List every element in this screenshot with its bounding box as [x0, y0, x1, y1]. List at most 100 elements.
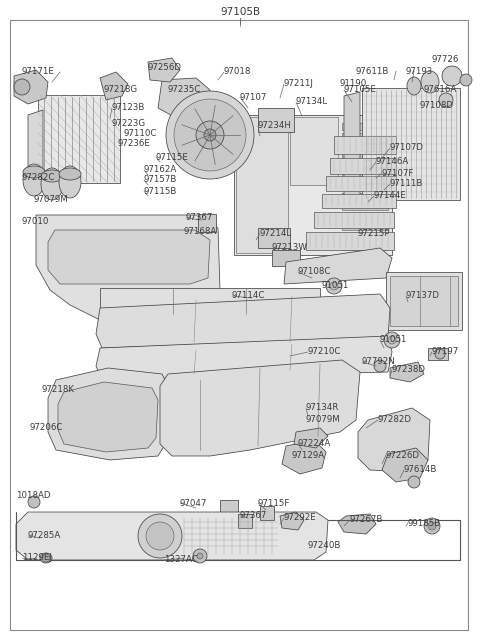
Polygon shape	[96, 336, 392, 380]
Bar	[342, 153, 388, 160]
Text: 97234H: 97234H	[258, 121, 292, 130]
Text: 97162A: 97162A	[144, 166, 177, 175]
Circle shape	[388, 336, 396, 344]
Circle shape	[196, 121, 224, 149]
Text: 97110C: 97110C	[124, 130, 157, 139]
Polygon shape	[36, 215, 220, 320]
Bar	[234, 115, 392, 255]
Bar	[330, 158, 396, 174]
Polygon shape	[294, 428, 328, 448]
Polygon shape	[28, 110, 43, 173]
Circle shape	[428, 522, 436, 530]
Text: 97107F: 97107F	[382, 168, 414, 177]
Text: 97018: 97018	[224, 67, 252, 76]
Ellipse shape	[407, 77, 421, 95]
Text: 97108D: 97108D	[420, 101, 454, 110]
Text: 97157B: 97157B	[144, 175, 178, 184]
Text: 97215P: 97215P	[358, 229, 391, 238]
Circle shape	[408, 476, 420, 488]
Text: 97218K: 97218K	[42, 385, 75, 394]
Bar	[314, 212, 394, 228]
Polygon shape	[158, 78, 210, 120]
Text: 97224A: 97224A	[298, 438, 331, 447]
Text: 1129EJ: 1129EJ	[22, 553, 52, 562]
Circle shape	[374, 360, 386, 372]
Circle shape	[42, 554, 50, 562]
Bar	[100, 288, 320, 314]
Bar	[198, 214, 216, 232]
Bar	[342, 163, 388, 170]
Text: 97115B: 97115B	[144, 186, 178, 196]
Circle shape	[193, 549, 207, 563]
Bar	[258, 228, 290, 248]
Circle shape	[330, 282, 338, 290]
Circle shape	[424, 518, 440, 534]
Text: 97367: 97367	[186, 214, 214, 223]
Text: 97146A: 97146A	[376, 157, 409, 166]
Polygon shape	[284, 248, 392, 284]
Circle shape	[14, 79, 30, 95]
Ellipse shape	[421, 71, 439, 93]
Bar	[326, 176, 396, 191]
Text: 97047: 97047	[180, 498, 207, 507]
Text: 97282D: 97282D	[378, 415, 412, 424]
Bar	[342, 233, 388, 240]
Text: 97614B: 97614B	[404, 465, 437, 474]
Polygon shape	[16, 512, 328, 560]
Text: 97240B: 97240B	[308, 541, 341, 550]
Text: 97367: 97367	[240, 512, 267, 521]
Text: 97105B: 97105B	[220, 7, 260, 17]
Text: 97129A: 97129A	[292, 451, 325, 460]
Text: 97213W: 97213W	[272, 243, 308, 252]
Polygon shape	[14, 70, 48, 104]
Bar	[342, 133, 388, 140]
Circle shape	[460, 74, 472, 86]
Polygon shape	[282, 440, 326, 474]
Text: 97292E: 97292E	[284, 514, 317, 523]
Text: 97218G: 97218G	[104, 85, 138, 94]
Bar	[238, 514, 252, 528]
Ellipse shape	[23, 166, 45, 178]
Text: 97256D: 97256D	[148, 62, 182, 71]
Polygon shape	[58, 382, 158, 452]
Circle shape	[197, 553, 203, 559]
Text: 1327AC: 1327AC	[164, 555, 198, 564]
Bar	[342, 213, 388, 220]
Text: 97010: 97010	[22, 218, 49, 227]
Polygon shape	[160, 360, 360, 456]
Text: 91190: 91190	[340, 80, 367, 89]
Text: 91051: 91051	[380, 336, 408, 345]
Circle shape	[204, 129, 216, 141]
Text: 97214L: 97214L	[260, 229, 292, 238]
Bar	[362, 88, 460, 200]
Text: 97211J: 97211J	[284, 80, 314, 89]
Polygon shape	[390, 362, 424, 382]
Text: 97168A: 97168A	[184, 227, 217, 236]
Bar	[342, 203, 388, 210]
Bar	[428, 348, 448, 360]
Text: 97616A: 97616A	[424, 85, 457, 94]
Text: 1018AD: 1018AD	[16, 490, 50, 499]
Text: 97238D: 97238D	[392, 365, 426, 374]
Text: 97111B: 97111B	[390, 180, 423, 189]
Polygon shape	[148, 58, 180, 82]
Polygon shape	[48, 368, 170, 460]
Polygon shape	[338, 514, 376, 534]
Bar	[38, 95, 120, 183]
Text: 97285A: 97285A	[28, 532, 61, 541]
Text: 97282C: 97282C	[22, 173, 55, 182]
Polygon shape	[280, 512, 304, 530]
Circle shape	[435, 349, 445, 359]
Polygon shape	[358, 408, 430, 472]
Text: 97792N: 97792N	[362, 358, 396, 367]
Text: 97235C: 97235C	[168, 85, 202, 94]
Text: 97115F: 97115F	[258, 498, 290, 507]
Bar	[342, 173, 388, 180]
Text: 97134R: 97134R	[306, 404, 339, 413]
Text: 97108C: 97108C	[298, 268, 331, 277]
Text: 97171E: 97171E	[22, 67, 55, 76]
Circle shape	[138, 514, 182, 558]
Ellipse shape	[59, 168, 81, 180]
Circle shape	[439, 93, 453, 107]
Bar	[342, 123, 388, 130]
